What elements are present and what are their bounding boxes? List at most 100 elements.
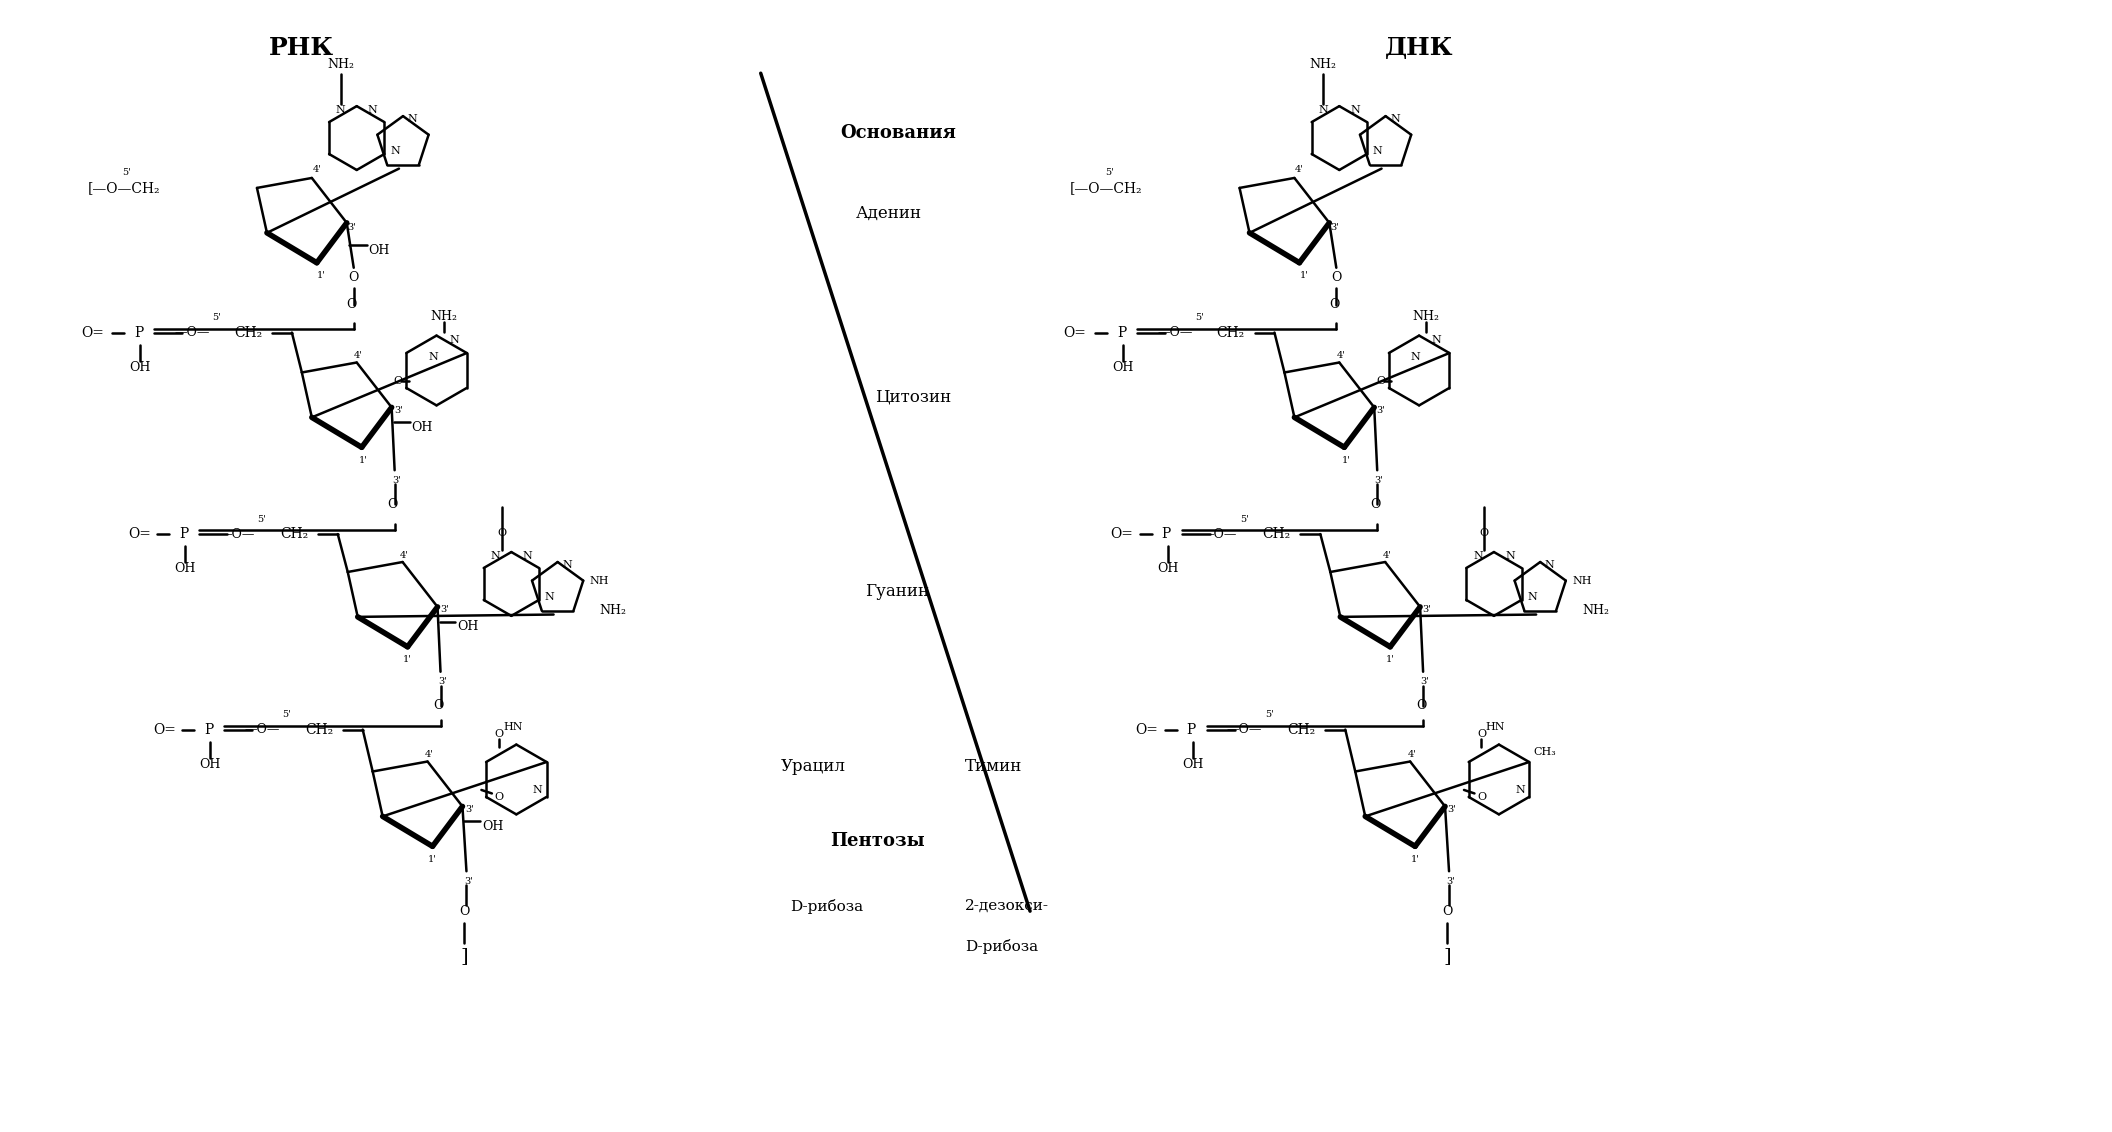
Text: 3': 3' [393,475,401,484]
Text: OH: OH [175,563,196,575]
Text: O=: O= [129,528,150,541]
Text: O: O [1476,792,1487,801]
Text: N: N [367,105,378,115]
Text: 5': 5' [283,710,291,719]
Text: Основания: Основания [841,125,957,142]
Text: ]: ] [460,947,469,966]
Text: 4': 4' [1383,550,1392,559]
Text: CH₂: CH₂ [1263,528,1290,541]
Text: NH₂: NH₂ [600,604,627,617]
Text: ]: ] [1442,947,1451,966]
Text: 4': 4' [355,351,363,360]
Text: O: O [1476,729,1487,739]
Text: 4': 4' [425,751,435,760]
Text: 4': 4' [313,165,321,174]
Text: 3': 3' [465,805,473,814]
Text: Тимин: Тимин [965,758,1022,775]
Text: 1': 1' [359,456,367,465]
Text: 5': 5' [1265,710,1274,719]
Text: [—O—CH₂: [—O—CH₂ [87,181,161,195]
Text: NH₂: NH₂ [1413,310,1440,323]
Text: N: N [522,551,532,561]
Text: 3': 3' [437,677,448,686]
Text: 3': 3' [1447,876,1455,885]
Text: 4': 4' [399,550,410,559]
Text: N: N [1544,559,1554,569]
Text: N: N [1432,335,1440,345]
Text: N: N [336,105,346,115]
Text: 5': 5' [213,314,222,323]
Text: N: N [490,551,501,561]
Text: ДНК: ДНК [1385,36,1453,60]
Text: —O—: —O— [175,326,209,340]
Text: O: O [1481,528,1489,538]
Text: P: P [1187,722,1195,737]
Text: P: P [1162,528,1170,541]
Text: 3': 3' [465,876,473,885]
Text: —O—: —O— [1157,326,1193,340]
Text: РНК: РНК [270,36,334,60]
Text: O: O [386,498,397,511]
Text: OH: OH [370,245,391,257]
Text: 1': 1' [1411,855,1419,864]
Text: N: N [450,335,458,345]
Text: NH₂: NH₂ [431,310,456,323]
Text: OH: OH [458,620,479,633]
Text: 3': 3' [346,223,357,232]
Text: 3': 3' [439,606,450,615]
Text: NH: NH [589,576,608,586]
Text: Гуанин: Гуанин [866,583,929,600]
Text: HN: HN [1485,721,1506,731]
Text: P: P [1117,326,1126,340]
Text: 5': 5' [1240,515,1248,524]
Text: —O—: —O— [245,723,279,736]
Text: 4': 4' [1407,751,1417,760]
Text: 3': 3' [1421,677,1430,686]
Text: O: O [1331,272,1341,284]
Text: Урацил: Урацил [781,758,845,775]
Text: CH₂: CH₂ [304,722,334,737]
Text: 3': 3' [1447,805,1457,814]
Text: N: N [562,559,572,569]
Text: 3': 3' [1331,223,1339,232]
Text: P: P [205,722,213,737]
Text: O=: O= [1064,326,1086,340]
Text: N: N [1514,784,1525,795]
Text: N: N [545,592,555,602]
Text: 5': 5' [1195,314,1204,323]
Text: D-рибоза: D-рибоза [965,938,1039,953]
Text: 5': 5' [258,515,266,524]
Text: NH₂: NH₂ [1582,604,1609,617]
Text: O=: O= [1111,528,1134,541]
Text: O: O [1328,298,1339,311]
Text: CH₂: CH₂ [281,528,308,541]
Text: O: O [393,376,403,386]
Text: O: O [496,528,507,538]
Text: NH₂: NH₂ [1309,58,1337,70]
Text: —O—: —O— [1202,528,1238,541]
Text: N: N [1472,551,1483,561]
Text: —O—: —O— [1227,723,1263,736]
Text: Пентозы: Пентозы [830,832,925,850]
Text: 1': 1' [429,855,437,864]
Text: O: O [494,729,503,739]
Text: HN: HN [503,721,522,731]
Text: 1': 1' [1299,272,1309,281]
Text: N: N [1373,146,1383,156]
Text: 1': 1' [1341,456,1352,465]
Text: 3': 3' [1377,406,1385,415]
Text: N: N [1527,592,1538,602]
Text: Цитозин: Цитозин [876,389,953,406]
Text: O: O [346,298,357,311]
Text: O: O [458,904,469,918]
Text: Аденин: Аденин [855,205,921,222]
Text: 5': 5' [122,169,131,178]
Text: N: N [429,352,437,361]
Text: O: O [1377,376,1385,386]
Text: 1': 1' [403,655,412,664]
Text: N: N [391,146,399,156]
Text: N: N [1411,352,1421,361]
Text: NH: NH [1571,576,1592,586]
Text: O: O [348,272,359,284]
Text: OH: OH [1113,361,1134,374]
